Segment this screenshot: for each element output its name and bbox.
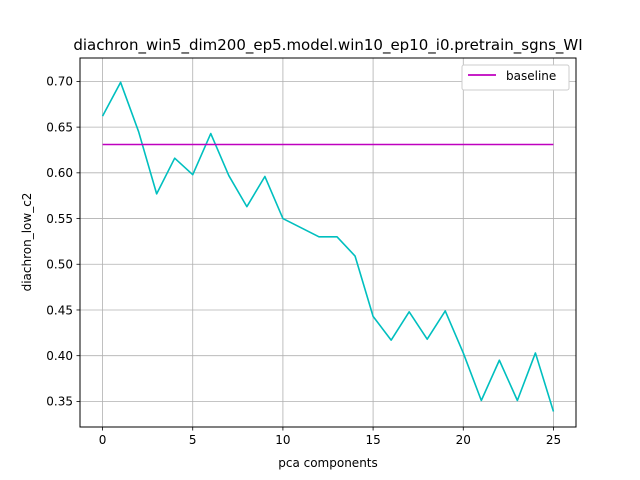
legend-box bbox=[461, 64, 570, 91]
y-tick-label: 0.65 bbox=[46, 120, 73, 134]
y-tick-label: 0.35 bbox=[46, 395, 73, 409]
y-axis-label: diachron_low_c2 bbox=[20, 193, 34, 292]
plot-frame bbox=[79, 57, 577, 428]
x-axis-label: pca components bbox=[278, 456, 378, 470]
y-tick-label: 0.70 bbox=[46, 75, 73, 89]
axis-ticks: 0 5 10 15 20 25 0.35 0.40 0.45 0.50 0.55 0.60 0.65 0.… bbox=[46, 75, 561, 447]
score-line bbox=[101, 81, 555, 412]
y-tick-label: 0.50 bbox=[46, 258, 73, 272]
x-tick-label: 0 bbox=[99, 433, 107, 447]
legend: baseline bbox=[461, 64, 570, 91]
y-tick-label: 0.40 bbox=[46, 349, 73, 363]
x-tick-label: 15 bbox=[365, 433, 380, 447]
legend-label-baseline: baseline bbox=[506, 69, 556, 83]
x-tick-label: 25 bbox=[546, 433, 561, 447]
x-tick-label: 5 bbox=[189, 433, 197, 447]
series-layer bbox=[101, 81, 555, 412]
chart-title: diachron_win5_dim200_ep5.model.win10_ep1… bbox=[73, 36, 582, 55]
y-tick-label: 0.45 bbox=[46, 303, 73, 317]
x-tick-label: 10 bbox=[275, 433, 290, 447]
y-tick-label: 0.55 bbox=[46, 212, 73, 226]
grid-lines bbox=[80, 58, 576, 427]
x-tick-label: 20 bbox=[456, 433, 471, 447]
y-tick-label: 0.60 bbox=[46, 166, 73, 180]
